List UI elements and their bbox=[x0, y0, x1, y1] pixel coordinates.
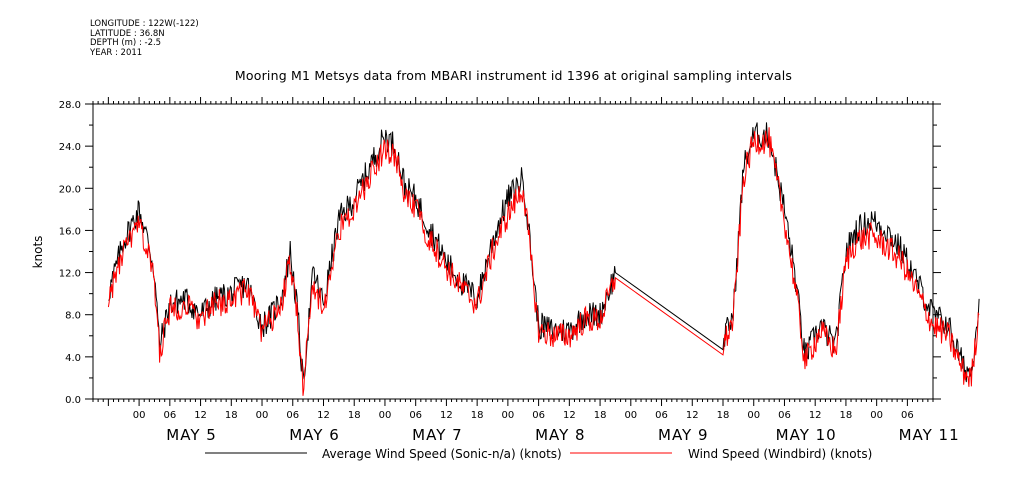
y-tick-label: 16.0 bbox=[59, 226, 81, 237]
longitude-text: LONGITUDE : 122W(-122) bbox=[90, 19, 199, 29]
y-tick-label: 12.0 bbox=[59, 269, 81, 280]
series-line-windbird bbox=[107, 127, 980, 396]
x-tick-label: 18 bbox=[840, 410, 853, 421]
x-day-label: MAY 10 bbox=[776, 426, 837, 444]
x-tick-label: 06 bbox=[901, 410, 914, 421]
x-tick-label: 18 bbox=[594, 410, 607, 421]
y-tick-label: 4.0 bbox=[65, 353, 81, 364]
legend-label-windbird: Wind Speed (Windbird) (knots) bbox=[688, 447, 872, 461]
y-tick-label: 0.0 bbox=[65, 395, 81, 406]
x-tick-label: 00 bbox=[256, 410, 269, 421]
x-tick-label: 00 bbox=[379, 410, 392, 421]
y-axis-label: knots bbox=[31, 236, 45, 269]
x-tick-label: 06 bbox=[286, 410, 299, 421]
x-tick-label: 12 bbox=[317, 410, 330, 421]
x-tick-label: 12 bbox=[194, 410, 207, 421]
x-tick-label: 18 bbox=[225, 410, 238, 421]
x-tick-label: 18 bbox=[471, 410, 484, 421]
y-tick-label: 20.0 bbox=[59, 184, 81, 195]
x-tick-label: 06 bbox=[409, 410, 422, 421]
latitude-text: LATITUDE : 36.8N bbox=[90, 28, 165, 39]
series-group bbox=[107, 122, 980, 396]
x-tick-label: 00 bbox=[747, 410, 760, 421]
x-tick-label: 00 bbox=[502, 410, 515, 421]
x-tick-label: 12 bbox=[809, 410, 822, 421]
x-tick-label: 18 bbox=[348, 410, 361, 421]
station-metadata: LONGITUDE : 122W(-122) LATITUDE : 36.8N … bbox=[90, 19, 199, 58]
y-tick-label: 24.0 bbox=[59, 142, 81, 153]
x-day-label: MAY 8 bbox=[535, 426, 586, 444]
chart-title: Mooring M1 Metsys data from MBARI instru… bbox=[234, 68, 793, 83]
legend: Average Wind Speed (Sonic-n/a) (knots) W… bbox=[205, 447, 872, 461]
x-day-label: MAY 5 bbox=[166, 426, 217, 444]
x-tick-label: 12 bbox=[686, 410, 699, 421]
depth-text: DEPTH (m) : -2.5 bbox=[90, 38, 162, 48]
x-tick-label: 06 bbox=[532, 410, 545, 421]
legend-label-average: Average Wind Speed (Sonic-n/a) (knots) bbox=[322, 447, 562, 461]
x-tick-label: 12 bbox=[563, 410, 576, 421]
x-day-label: MAY 6 bbox=[289, 426, 340, 444]
x-tick-label: 12 bbox=[440, 410, 453, 421]
x-day-label: MAY 9 bbox=[658, 426, 709, 444]
x-tick-label: 00 bbox=[624, 410, 637, 421]
y-tick-label: 28.0 bbox=[59, 100, 81, 111]
axes-group: 00 06 12 18 00 06 12 18 00 06 12 18 00 06 12 18 00 06 12 18… bbox=[59, 97, 960, 444]
year-text: YEAR : 2011 bbox=[90, 47, 143, 58]
x-tick-label: 06 bbox=[163, 410, 176, 421]
x-tick-label: 06 bbox=[655, 410, 668, 421]
x-tick-label: 00 bbox=[133, 410, 146, 421]
x-tick-label: 00 bbox=[870, 410, 883, 421]
x-day-label: MAY 7 bbox=[412, 426, 463, 444]
x-tick-label: 06 bbox=[778, 410, 791, 421]
x-tick-label: 18 bbox=[717, 410, 730, 421]
y-tick-label: 8.0 bbox=[65, 311, 81, 322]
x-day-label: MAY 11 bbox=[899, 426, 960, 444]
series-line-average bbox=[108, 122, 980, 383]
